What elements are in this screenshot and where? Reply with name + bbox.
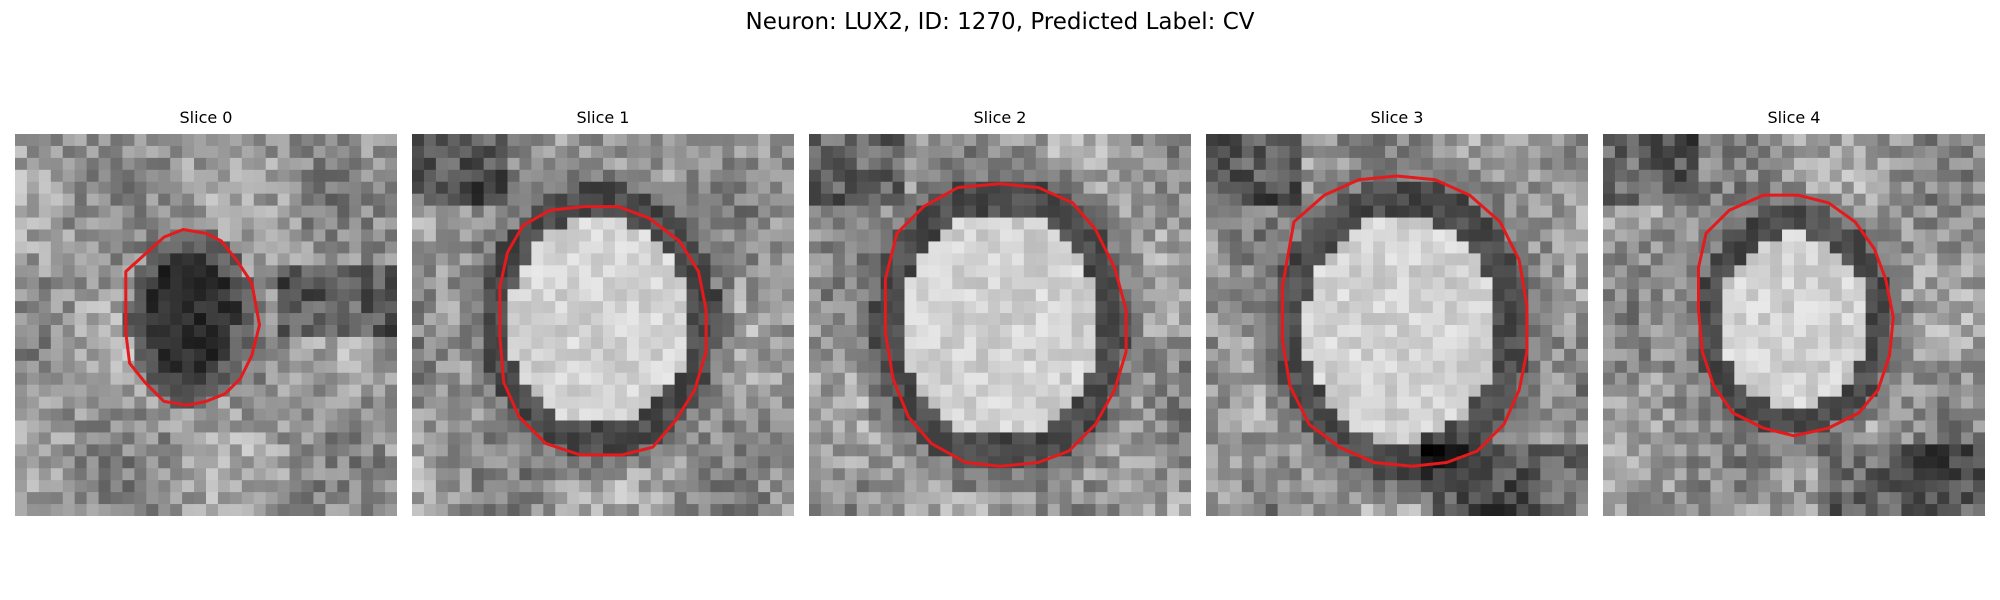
slice-2-pixels [809, 134, 1191, 516]
slice-title-2: Slice 2 [809, 108, 1191, 128]
slice-image-1 [412, 134, 794, 516]
slice-title-1: Slice 1 [412, 108, 794, 128]
slice-0-pixels [15, 134, 397, 516]
figure-title: Neuron: LUX2, ID: 1270, Predicted Label:… [0, 8, 2000, 36]
slice-4-pixels [1603, 134, 1985, 516]
slice-image-0 [15, 134, 397, 516]
slice-3-pixels [1206, 134, 1588, 516]
slice-title-0: Slice 0 [15, 108, 397, 128]
slice-image-2 [809, 134, 1191, 516]
slice-title-4: Slice 4 [1603, 108, 1985, 128]
slice-image-4 [1603, 134, 1985, 516]
slice-title-3: Slice 3 [1206, 108, 1588, 128]
slice-1-pixels [412, 134, 794, 516]
slice-image-3 [1206, 134, 1588, 516]
